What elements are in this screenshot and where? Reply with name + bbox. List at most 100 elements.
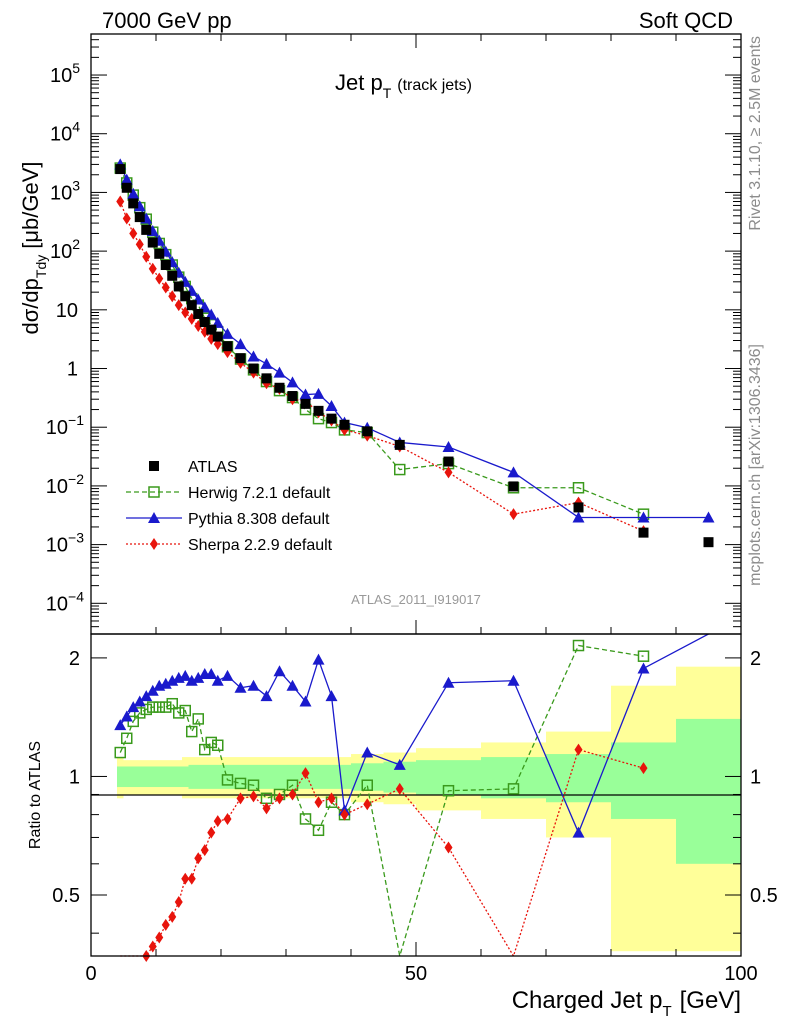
data-point (193, 308, 204, 319)
data-point (192, 671, 205, 683)
legend: ATLAS Herwig 7.2.1 default Pythia 8.308 de… (126, 459, 333, 554)
data-point (120, 173, 133, 185)
data-point (361, 746, 374, 758)
data-point (148, 940, 157, 953)
data-point (222, 341, 233, 352)
data-point (288, 788, 297, 801)
data-point (507, 674, 520, 686)
ratio-panel-series (114, 633, 709, 962)
data-point (273, 366, 286, 378)
data-point (572, 511, 585, 523)
data-point (140, 703, 152, 716)
data-point (187, 872, 196, 885)
data-point (147, 237, 158, 248)
y-tick-base: 10 (50, 241, 72, 263)
data-point (153, 701, 165, 713)
ratio-y-tick-label-right: 2 (750, 648, 761, 670)
data-point (167, 270, 178, 281)
band-green (221, 764, 234, 789)
data-point (637, 511, 650, 523)
data-point (394, 439, 405, 450)
band-green (156, 766, 163, 788)
data-point (507, 783, 520, 795)
band-green (195, 764, 202, 789)
data-point (148, 512, 160, 523)
data-point (703, 537, 714, 548)
data-point (122, 212, 131, 225)
band-green (169, 766, 176, 788)
data-point (148, 486, 160, 498)
data-point (313, 405, 324, 416)
data-point (121, 182, 132, 193)
ratio-pythia (114, 633, 709, 838)
y-axis-label-top-main: dσ/dp (18, 278, 43, 334)
header-right: Soft QCD (639, 8, 733, 33)
data-point (444, 841, 453, 854)
band-green (481, 757, 546, 799)
y-tick-exponent: −1 (68, 412, 84, 428)
data-point (121, 732, 133, 745)
band-green (208, 764, 215, 789)
data-point (299, 388, 312, 400)
data-point (274, 382, 285, 393)
data-point (287, 391, 298, 402)
data-point (134, 707, 146, 719)
data-point (261, 373, 272, 384)
data-point (173, 707, 185, 719)
y-axis-label-top-unit: [μb/GeV] (18, 161, 43, 248)
data-point (221, 774, 234, 786)
data-point (115, 164, 126, 175)
data-point (213, 815, 222, 828)
data-point (146, 684, 159, 696)
header-left: 7000 GeV pp (102, 8, 232, 33)
data-point (161, 918, 170, 931)
band-green (188, 764, 195, 789)
data-point (148, 262, 157, 275)
y-tick-label: 10−2 (46, 471, 84, 498)
data-point (179, 704, 191, 717)
data-point (325, 399, 338, 411)
data-point (362, 426, 373, 437)
data-point (159, 677, 172, 689)
data-point (186, 300, 197, 311)
y-tick-exponent: 4 (72, 119, 80, 135)
data-point (127, 187, 140, 199)
data-point (275, 792, 284, 805)
band-green (130, 766, 137, 788)
data-point (140, 690, 153, 702)
y-tick-label: 10−4 (46, 588, 84, 615)
legend-entry: ATLAS (149, 459, 238, 476)
data-point (116, 195, 125, 208)
data-point (160, 701, 172, 713)
y-tick-label: 104 (50, 119, 80, 146)
band-green (325, 764, 338, 789)
series-atlas (115, 164, 714, 548)
data-point (442, 441, 455, 453)
data-point (507, 466, 520, 478)
data-point (150, 538, 158, 550)
data-point (166, 697, 178, 710)
data-point (443, 456, 454, 467)
data-point (247, 350, 260, 362)
band-green (162, 766, 169, 788)
data-point (442, 676, 455, 688)
data-point (173, 281, 184, 292)
y-tick-base: 10 (46, 593, 68, 615)
data-point (205, 308, 218, 320)
plot-title-sub: T (383, 85, 392, 101)
y-axis-label-top: dσ/dpTdy [μb/GeV] (18, 161, 49, 334)
data-point (395, 782, 404, 795)
data-point (393, 758, 406, 770)
data-point (340, 808, 349, 821)
data-point (339, 419, 350, 430)
y-tick-label: 102 (50, 236, 80, 263)
data-point (574, 743, 583, 756)
data-point (299, 695, 312, 707)
y-axis-label-bottom: Ratio to ATLAS (27, 741, 44, 849)
data-point (508, 481, 519, 492)
rivet-version-label: Rivet 3.1.10, ≥ 2.5M events (747, 36, 764, 231)
data-point (314, 796, 323, 809)
data-point (129, 227, 138, 240)
data-point (221, 327, 234, 339)
